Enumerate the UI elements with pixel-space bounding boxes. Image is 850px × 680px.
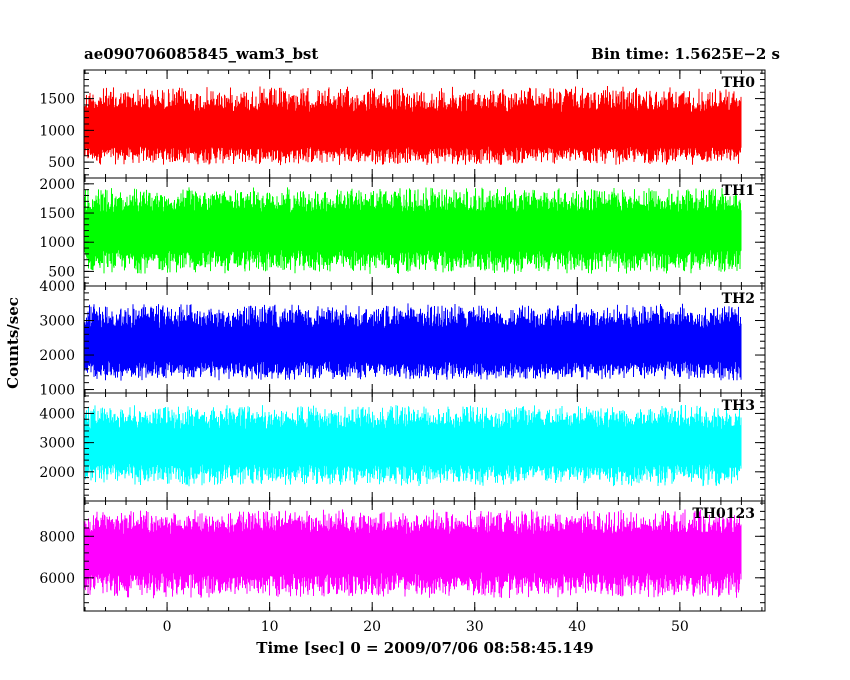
y-tick-label: 500 [48, 264, 75, 280]
y-tick-label: 2000 [39, 465, 75, 481]
y-tick-label: 8000 [39, 529, 75, 545]
chart-title-right: Bin time: 1.5625E−2 s [591, 45, 780, 63]
series-th0 [84, 85, 742, 166]
panel-label-th1: TH1 [722, 183, 755, 199]
y-tick-label: 1500 [39, 206, 75, 222]
chart-title-left: ae090706085845_wam3_bst [84, 45, 318, 63]
y-tick-label: 500 [48, 155, 75, 171]
x-tick-label: 10 [261, 619, 279, 635]
x-tick-labels: 0 10 20 30 40 50 [163, 619, 689, 635]
y-tick-label: 1000 [39, 123, 75, 139]
y-tick-label: 2000 [39, 348, 75, 364]
y-tick-label: 6000 [39, 571, 75, 587]
y-tick-label: 1000 [39, 383, 75, 399]
y-tick-label: 3000 [39, 314, 75, 330]
x-tick-label: 20 [363, 619, 381, 635]
x-tick-label: 40 [568, 619, 586, 635]
panel-th2: 1000 2000 3000 4000 TH2 [39, 279, 766, 399]
panel-th1: 500 1000 1500 2000 TH1 [39, 177, 766, 287]
panel-th0123: 6000 8000 TH0123 [39, 500, 766, 612]
panel-label-th3: TH3 [722, 398, 755, 414]
x-tick-label: 50 [671, 619, 689, 635]
x-axis-label: Time [sec] 0 = 2009/07/06 08:58:45.149 [256, 639, 593, 657]
series-th0123 [84, 509, 742, 599]
y-tick-label: 3000 [39, 436, 75, 452]
y-tick-label: 2000 [39, 177, 75, 193]
x-tick-label: 30 [466, 619, 484, 635]
panel-th3: 2000 3000 4000 TH3 [39, 392, 766, 502]
y-tick-label: 1500 [39, 92, 75, 108]
y-axis-label: Counts/sec [4, 297, 22, 389]
series-th3 [84, 404, 742, 487]
series-th1 [84, 187, 742, 274]
series-th2 [84, 303, 742, 381]
y-tick-label: 4000 [39, 279, 75, 295]
panel-th0: 500 1000 1500 TH0 [39, 69, 766, 179]
panel-label-th0123: TH0123 [692, 506, 755, 522]
x-tick-label: 0 [163, 619, 172, 635]
panel-frame [83, 500, 766, 612]
panel-label-th0: TH0 [722, 75, 756, 91]
panel-label-th2: TH2 [722, 291, 755, 307]
y-tick-label: 4000 [39, 406, 75, 422]
y-tick-label: 1000 [39, 235, 75, 251]
